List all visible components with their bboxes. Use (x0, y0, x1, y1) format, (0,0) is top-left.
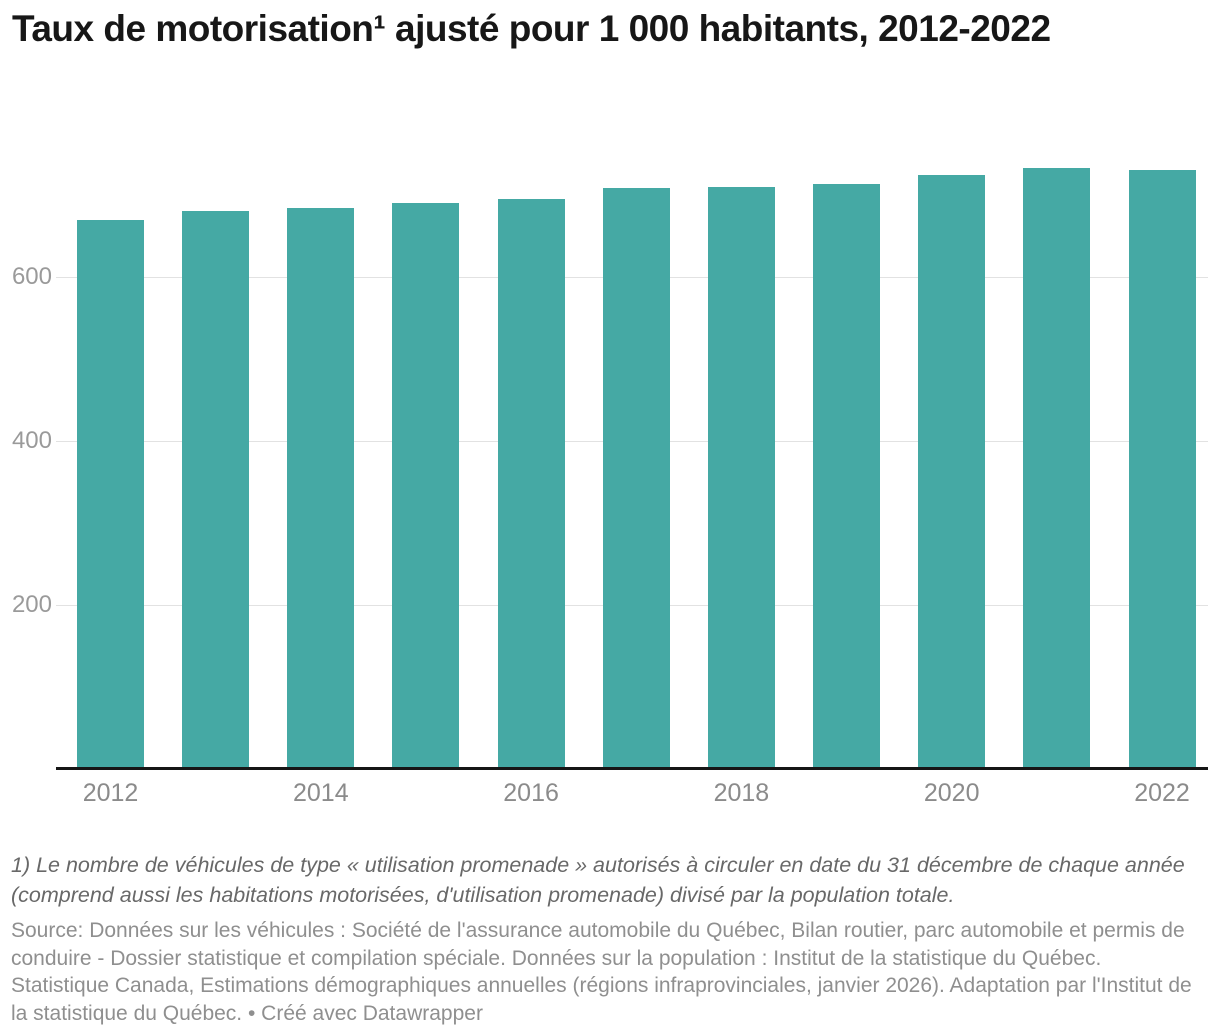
y-axis-tick-label: 200 (11, 591, 52, 618)
y-axis-tick-label: 600 (11, 263, 52, 290)
bar-2019[interactable] (813, 183, 881, 769)
bar-2021[interactable] (1023, 167, 1091, 769)
bar-2022[interactable] (1128, 170, 1196, 769)
bar-2012[interactable] (77, 220, 144, 769)
x-axis-tick-label: 2018 (713, 779, 770, 807)
bar-2017[interactable] (602, 188, 670, 769)
bar-2016[interactable] (497, 199, 565, 769)
x-axis-tick-label: 2020 (923, 779, 980, 807)
y-axis-tick-label: 400 (11, 427, 52, 454)
footnote: 1) Le nombre de véhicules de type « util… (11, 853, 1185, 907)
x-axis-tick-label: 2022 (1134, 779, 1190, 807)
chart-title: Taux de motorisation¹ ajusté pour 1 000 … (12, 8, 1051, 49)
x-axis-tick-label: 2016 (503, 779, 559, 807)
x-axis-line (56, 767, 1208, 770)
bar-2013[interactable] (182, 210, 250, 769)
bar-2020[interactable] (918, 174, 986, 769)
source-attribution: Source: Données sur les véhicules : Soci… (11, 919, 1192, 1025)
bar-2015[interactable] (392, 203, 460, 769)
bar-2014[interactable] (287, 208, 355, 769)
x-axis-tick-label: 2014 (292, 779, 349, 807)
x-axis-tick-label: 2012 (82, 779, 139, 807)
plot-area: 200 400 600 2012 2014 2016 2018 2020 2022 (11, 167, 1208, 807)
bar-2018[interactable] (707, 186, 775, 769)
